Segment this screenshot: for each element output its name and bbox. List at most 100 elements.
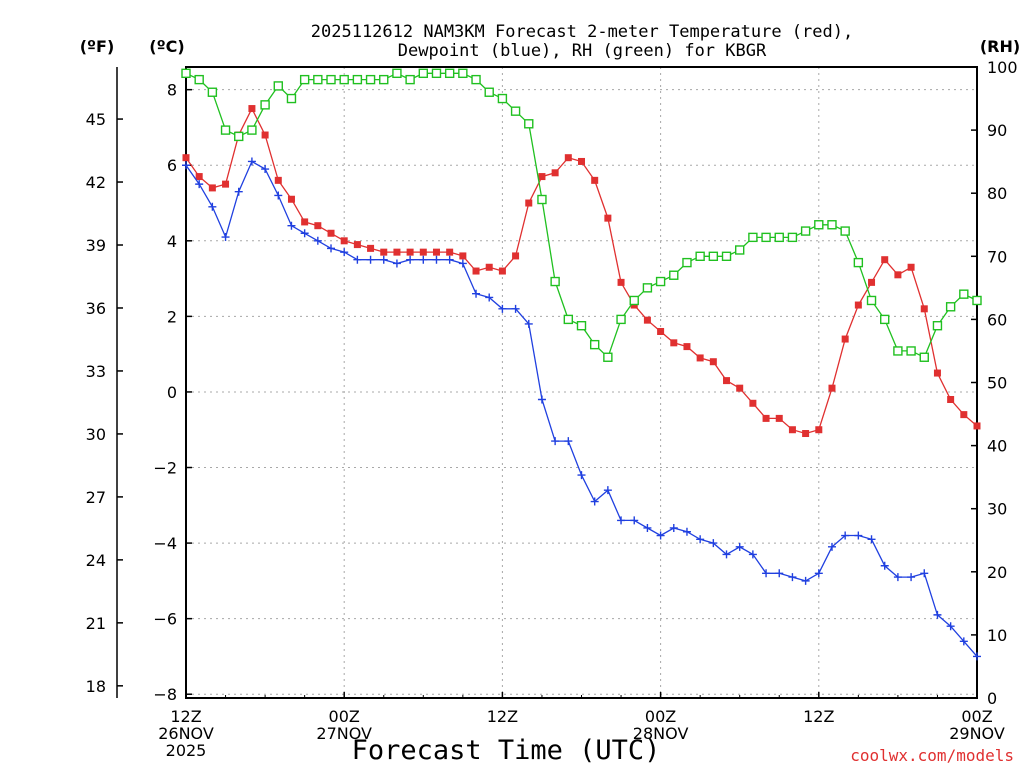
rh-point [642,283,653,293]
axes: 86420−2−4−6−8100908070605040302010045423… [86,58,1018,760]
temperature-point [248,105,256,113]
rh-point [339,74,349,85]
temperature-point [551,169,559,177]
temperature-point [301,218,309,226]
dewpoint-point [472,289,481,298]
rh-point [524,119,534,129]
rh-point [299,74,310,85]
time-tick-label: 00Z [645,707,676,726]
rh-tick-label: 80 [987,184,1007,203]
dewpoint-point [959,637,968,646]
dewpoint-point [524,319,533,328]
dewpoint-point [182,161,190,170]
temperature-point [881,256,889,264]
temperature-point [485,263,493,271]
credit-text: coolwx.com/models [850,746,1014,765]
dewpoint-point [867,535,876,544]
dewpoint-point [709,539,718,548]
time-tick-label: 12Z [803,707,834,726]
rh-point [550,276,560,287]
rh-point [721,251,732,262]
temperature-point [683,343,691,351]
temperature-point [498,267,506,275]
temperature-point [380,248,388,256]
rh-point [866,295,877,306]
rh-point [181,68,191,79]
temperature-point [604,214,612,222]
time-tick-label: 27NOV [316,724,372,743]
rh-tick-label: 30 [987,500,1007,519]
temperature-point [933,369,941,377]
temperature-point [643,316,651,324]
temperature-point [762,414,770,422]
rh-point [194,74,204,85]
temperature-point [367,244,375,252]
rh-point [326,74,336,85]
temperature-point [723,377,731,385]
fahrenheit-tick-label: 27 [86,488,106,507]
temperature-point [868,278,876,286]
temperature-point [591,176,599,184]
temperature-point [920,305,928,313]
time-tick-label: 2025 [166,741,207,760]
dewpoint-point [577,471,586,480]
temperature-line [185,107,978,435]
dewpoint-series [182,157,981,661]
rh-point [655,276,666,287]
dewpoint-point [485,293,494,302]
temperature-point [670,339,678,347]
x-axis-label: Forecast Time (UTC) [352,735,661,766]
fahrenheit-tick-label: 21 [86,614,106,633]
temperature-point [564,154,572,162]
dewpoint-point [300,229,309,238]
temperature-point [617,278,625,286]
dewpoint-point [432,255,441,264]
fahrenheit-tick-label: 33 [86,362,106,381]
rh-point [629,295,639,306]
temperature-point [736,384,744,392]
temperature-point [353,241,361,249]
data-series [181,68,982,661]
rh-tick-label: 40 [987,437,1007,456]
time-tick-label: 12Z [170,707,201,726]
rh-point [840,226,850,236]
dewpoint-point [247,157,256,166]
rh-point [365,74,376,85]
rh-point [537,194,547,205]
temperature-point [274,176,282,184]
dewpoint-point [406,255,415,264]
rh-point [787,232,798,243]
temperature-point [261,131,269,139]
temperature-point [393,248,401,256]
dewpoint-point [920,569,929,578]
dewpoint-point [656,531,665,540]
fahrenheit-tick-label: 42 [86,173,106,192]
dewpoint-point [722,550,731,559]
celsius-tick-label: −8 [153,685,177,704]
rh-point [708,251,719,262]
dewpoint-point [313,236,322,245]
fahrenheit-tick-label: 36 [86,299,106,318]
rh-point [286,93,297,104]
rh-series [181,68,982,362]
temperature-point [327,229,335,237]
rh-tick-label: 10 [987,626,1007,645]
dewpoint-point [261,165,270,174]
temperature-point [195,173,203,181]
dewpoint-point [854,531,863,540]
rh-point [932,321,943,331]
rh-point [392,68,402,79]
temperature-point [802,430,810,438]
temperature-point [907,263,915,271]
rh-point [669,270,679,280]
temperature-point [947,396,955,404]
rh-point [247,125,257,135]
dewpoint-point [458,259,467,268]
rh-point [735,245,745,255]
title-line-1: 2025112612 NAM3KM Forecast 2-meter Tempe… [311,22,853,42]
temperature-point [960,411,968,419]
temperature-point [432,248,440,256]
dewpoint-point [748,550,757,559]
dewpoint-point [762,569,771,578]
dewpoint-point [933,610,942,619]
